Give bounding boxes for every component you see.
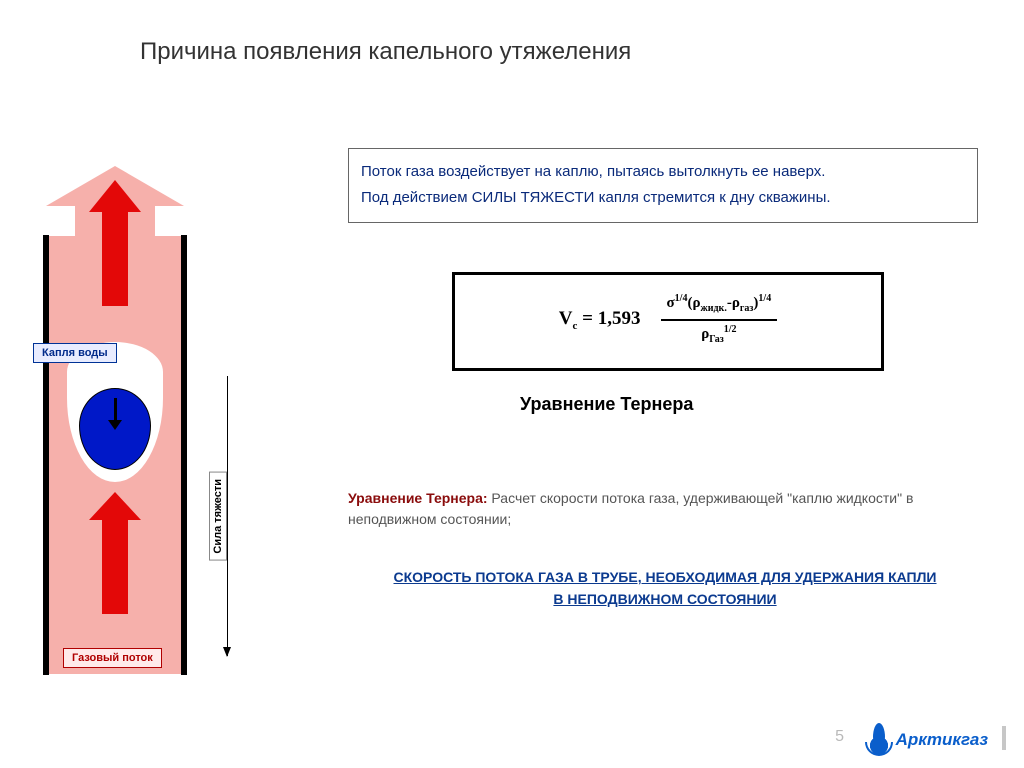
slide-title: Причина появления капельного утяжеления [140,38,631,66]
speed-note-line-2: В НЕПОДВИЖНОМ СОСТОЯНИИ [360,588,970,610]
formula-lhs: Vс = 1,593 [559,308,641,332]
gravity-arrow-line [227,376,228,656]
description-line-2: Под действием СИЛЫ ТЯЖЕСТИ капля стремит… [361,185,965,211]
formula-constant: = 1,593 [577,308,640,329]
gas-arrow-lower [89,492,141,614]
logo-text: Арктикгаз [896,730,988,750]
description-box: Поток газа воздействует на каплю, пытаяс… [348,148,978,223]
well-diagram: Капля воды Газовый поток Сила тяжести [35,170,195,690]
fraction-bar [661,319,778,321]
speed-note-line-1: СКОРОСТЬ ПОТОКА ГАЗА В ТРУБЕ, НЕОБХОДИМА… [360,566,970,588]
logo-flame-icon [868,726,890,754]
description-line-1: Поток газа воздействует на каплю, пытаяс… [361,159,965,185]
pipe-wall-left [43,235,49,675]
gravity-arrow-in-drop [108,398,122,430]
turner-formula-box: Vс = 1,593 σ1/4(ρжидк.-ρгаз)1/4 ρГаз1/2 [452,272,884,371]
formula-numerator: σ1/4(ρжидк.-ρгаз)1/4 [661,293,778,316]
gas-arrow-upper [89,180,141,306]
formula-fraction: σ1/4(ρжидк.-ρгаз)1/4 ρГаз1/2 [661,293,778,346]
formula-denominator: ρГаз1/2 [695,324,742,347]
gravity-indicator: Сила тяжести [205,376,228,656]
footer-divider [1002,726,1006,750]
formula-symbol: V [559,308,573,329]
gas-flow-label: Газовый поток [63,648,162,668]
formula-caption: Уравнение Тернера [520,394,693,415]
company-logo: Арктикгаз [868,726,988,754]
pipe-wall-right [181,235,187,675]
turner-note-label: Уравнение Тернера: [348,490,488,506]
speed-note: СКОРОСТЬ ПОТОКА ГАЗА В ТРУБЕ, НЕОБХОДИМА… [360,566,970,611]
page-number: 5 [835,728,844,746]
turner-note: Уравнение Тернера: Расчет скорости поток… [348,488,973,530]
water-drop-label: Капля воды [33,343,117,363]
gravity-label: Сила тяжести [209,472,227,561]
